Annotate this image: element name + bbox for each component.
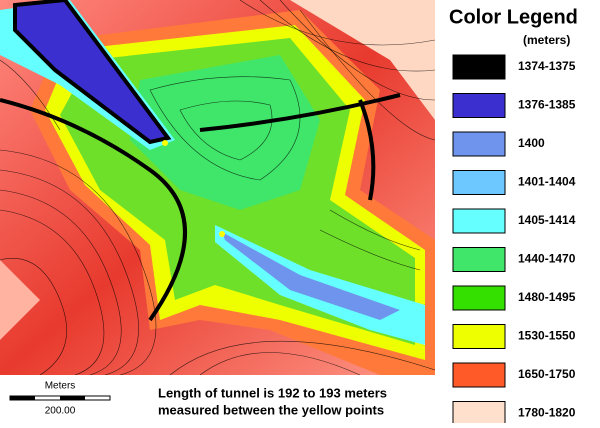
terrain-valley-floor: [130, 55, 320, 210]
legend-swatch: [452, 362, 506, 388]
terrain-high-ridge: [290, 0, 435, 120]
legend-item: 1780-1820: [452, 401, 576, 426]
legend-item: 1376-1385: [452, 93, 576, 118]
terrain-high-ridge: [0, 260, 40, 340]
legend-item: 1530-1550: [452, 324, 576, 349]
legend-label: 1376-1385: [518, 98, 576, 112]
legend-item: 1374-1375: [452, 54, 576, 80]
legend-swatch: [452, 54, 506, 80]
legend-swatch: [452, 285, 506, 311]
legend-label: 1440-1470: [518, 252, 576, 266]
legend-swatch: [452, 93, 506, 118]
legend-swatch: [452, 324, 506, 349]
legend-label: 1650-1750: [518, 367, 576, 381]
legend-item: 1405-1414: [452, 208, 576, 234]
legend-label: 1401-1404: [518, 175, 576, 189]
tunnel-endpoint: [219, 231, 225, 237]
legend: Color Legend (meters) 1374-1375 1376-1385…: [449, 6, 578, 426]
legend-label: 1530-1550: [518, 329, 576, 343]
legend-label: 1780-1820: [518, 406, 576, 420]
scale-value: 200.00: [45, 406, 76, 417]
lower-channel: [222, 232, 400, 320]
legend-item: 1480-1495: [452, 285, 576, 311]
scale-bar: Meters 200.00: [9, 381, 111, 417]
caption-line: measured between the yellow points: [158, 402, 384, 417]
legend-title: Color Legend: [449, 6, 578, 28]
scale-unit: Meters: [45, 381, 76, 392]
legend-swatch: [452, 170, 506, 195]
scale-bar-segment: [60, 396, 85, 400]
terrain-map: [0, 0, 435, 375]
legend-swatch: [452, 208, 506, 234]
caption-line: Length of tunnel is 192 to 193 meters: [158, 385, 387, 400]
scale-bar-segment: [10, 396, 35, 400]
legend-label: 1480-1495: [518, 290, 576, 304]
legend-item: 1400: [452, 131, 545, 157]
cliff-line: [358, 99, 376, 201]
legend-swatch: [452, 401, 506, 426]
legend-label: 1405-1414: [518, 213, 576, 227]
legend-label: 1374-1375: [518, 59, 576, 73]
legend-item: 1440-1470: [452, 247, 576, 272]
legend-swatch: [452, 131, 506, 157]
legend-unit: (meters): [523, 33, 570, 47]
legend-label: 1400: [518, 136, 545, 150]
contour-lines: [0, 0, 435, 375]
legend-swatch: [452, 247, 506, 272]
tunnel-endpoint: [162, 140, 168, 146]
upper-channel: [13, 0, 172, 145]
cliff-line: [0, 98, 187, 322]
legend-item: 1401-1404: [452, 170, 576, 195]
legend-item: 1650-1750: [452, 362, 576, 388]
